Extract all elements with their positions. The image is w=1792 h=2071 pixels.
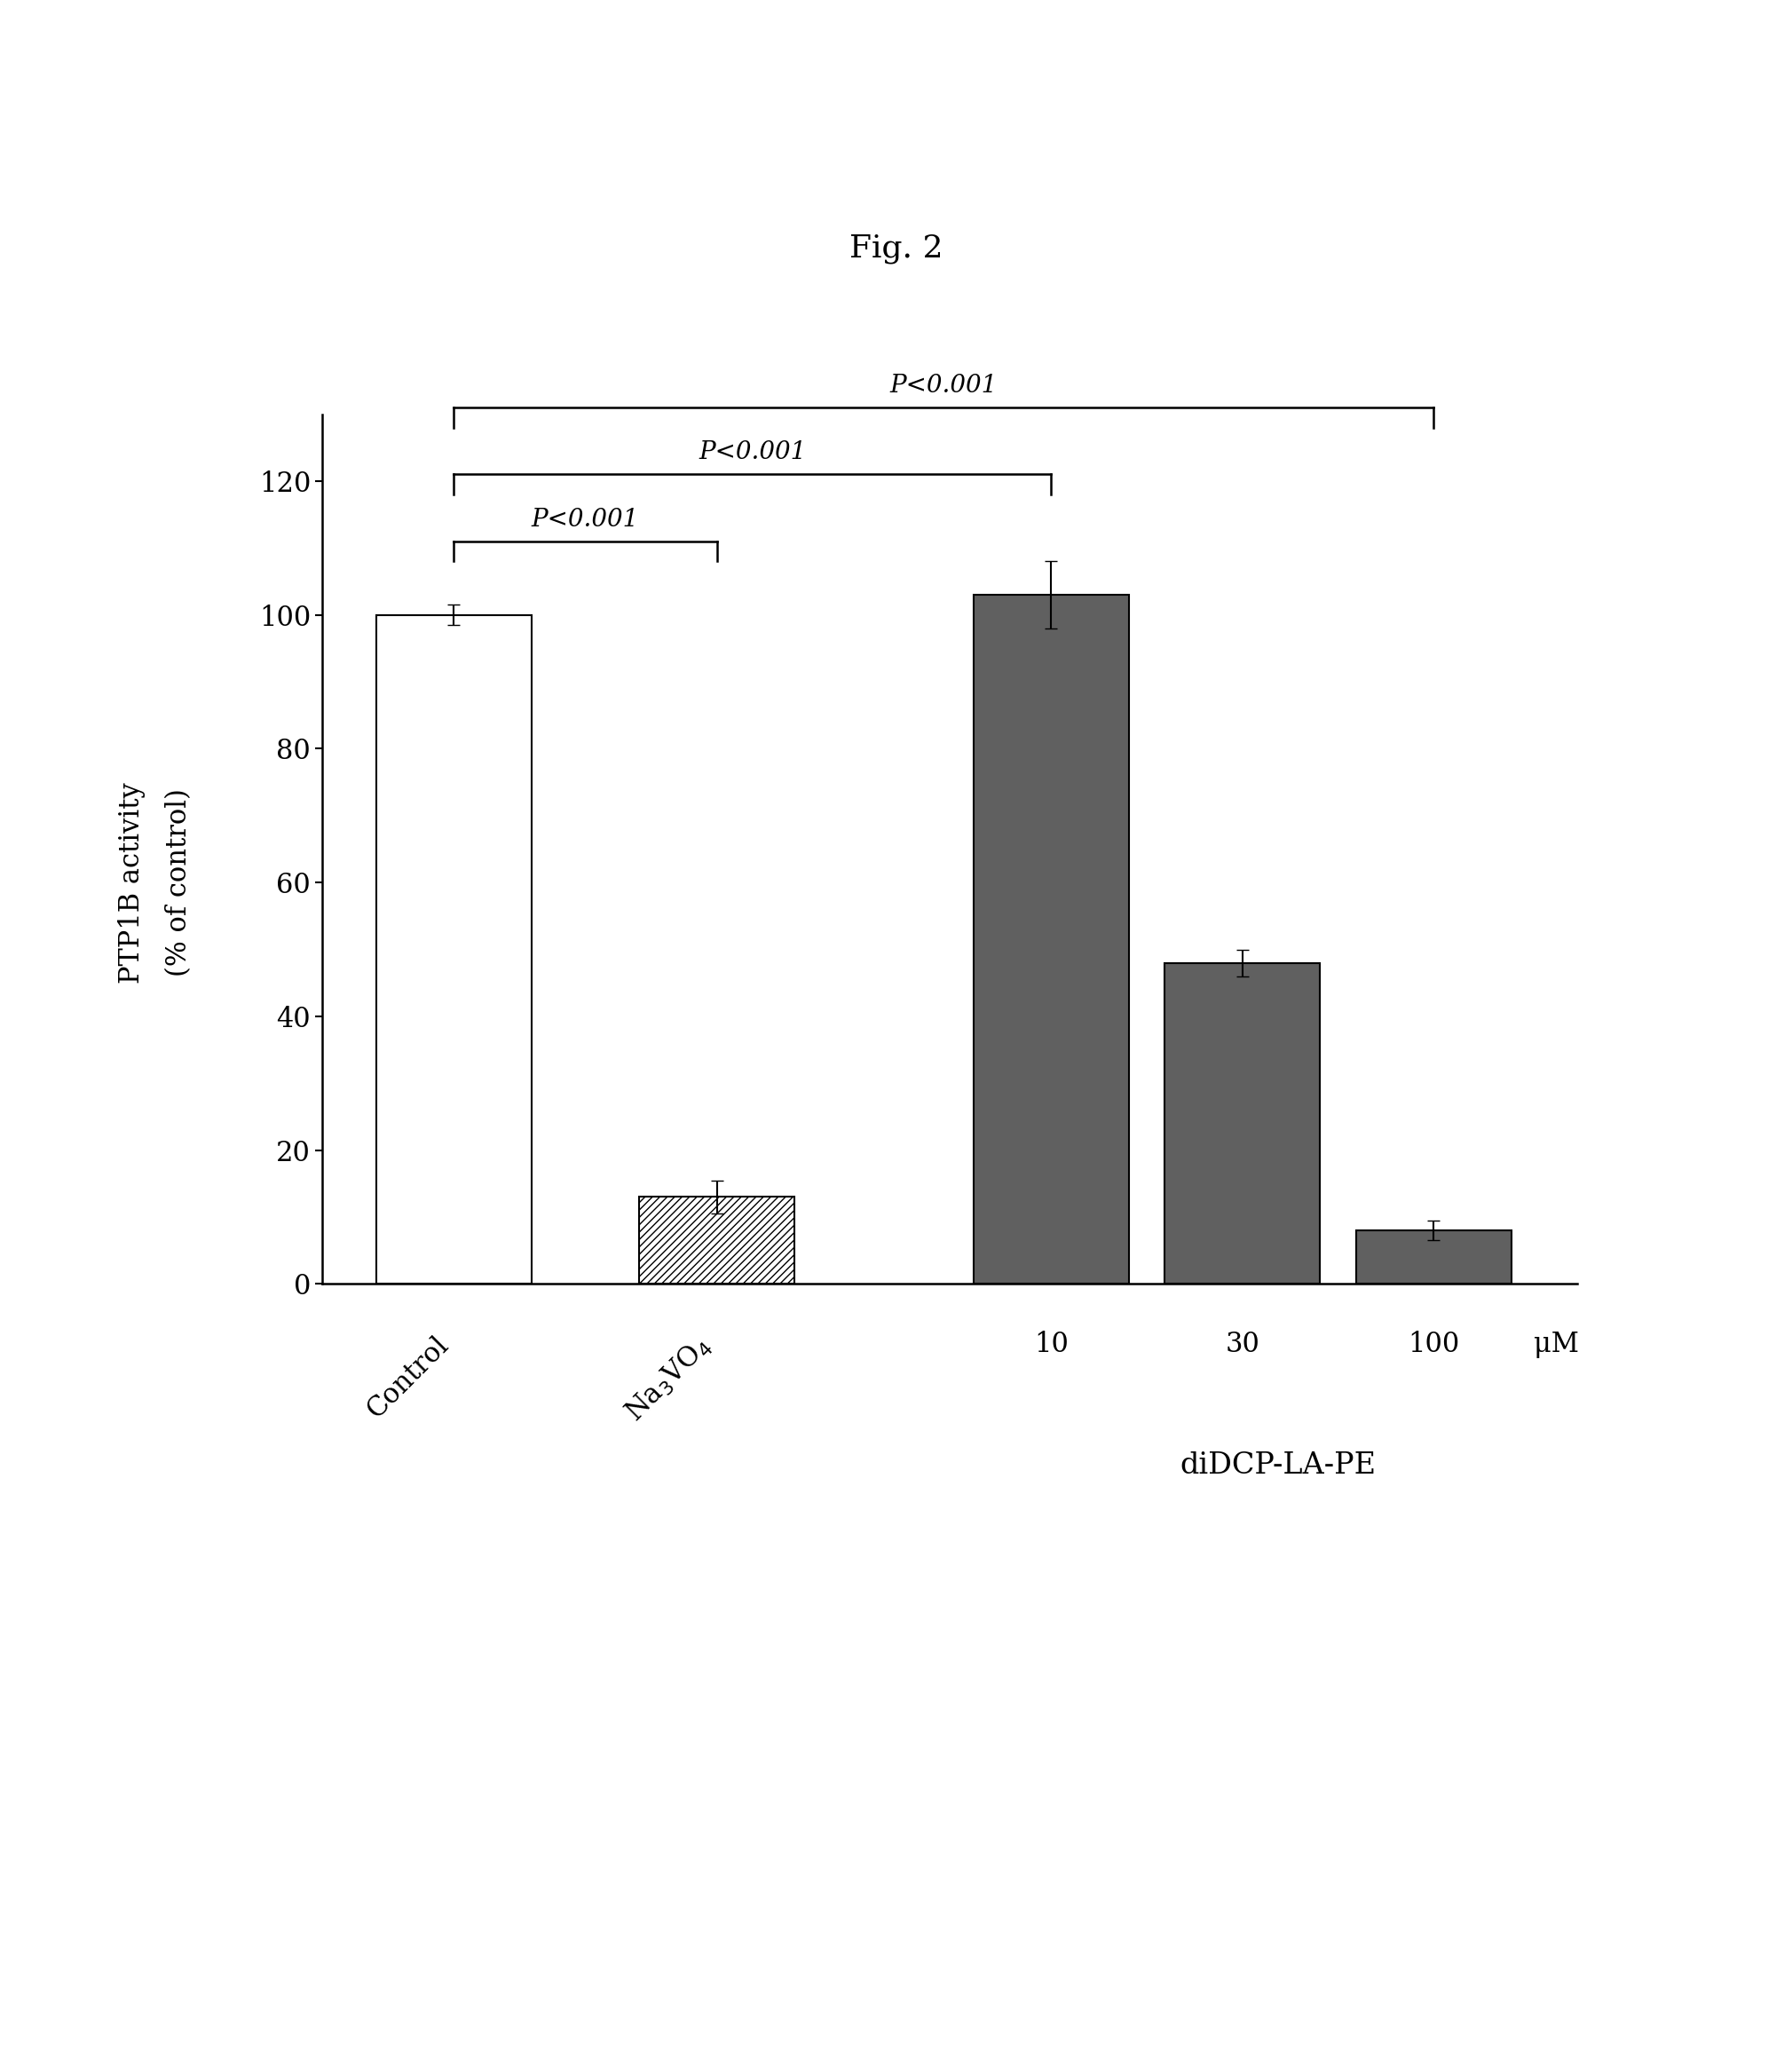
Text: 30: 30: [1226, 1332, 1260, 1359]
Bar: [1165, 963, 1321, 1284]
Text: Fig. 2: Fig. 2: [849, 234, 943, 263]
Bar: [376, 615, 532, 1284]
Bar: [1357, 1230, 1511, 1284]
Bar: [973, 594, 1129, 1284]
Text: 10: 10: [1034, 1332, 1068, 1359]
Text: PTP1B activity: PTP1B activity: [118, 783, 145, 984]
Text: P<0.001: P<0.001: [532, 507, 640, 532]
Text: 100: 100: [1409, 1332, 1459, 1359]
Text: P<0.001: P<0.001: [699, 441, 806, 464]
Text: P<0.001: P<0.001: [891, 373, 998, 398]
Text: diDCP-LA-PE: diDCP-LA-PE: [1181, 1452, 1376, 1479]
Text: Na$_3$VO$_4$: Na$_3$VO$_4$: [620, 1332, 717, 1427]
Bar: [640, 1197, 794, 1284]
Text: Control: Control: [362, 1332, 453, 1423]
Text: μM: μM: [1534, 1332, 1579, 1359]
Text: (% of control): (% of control): [165, 789, 194, 978]
